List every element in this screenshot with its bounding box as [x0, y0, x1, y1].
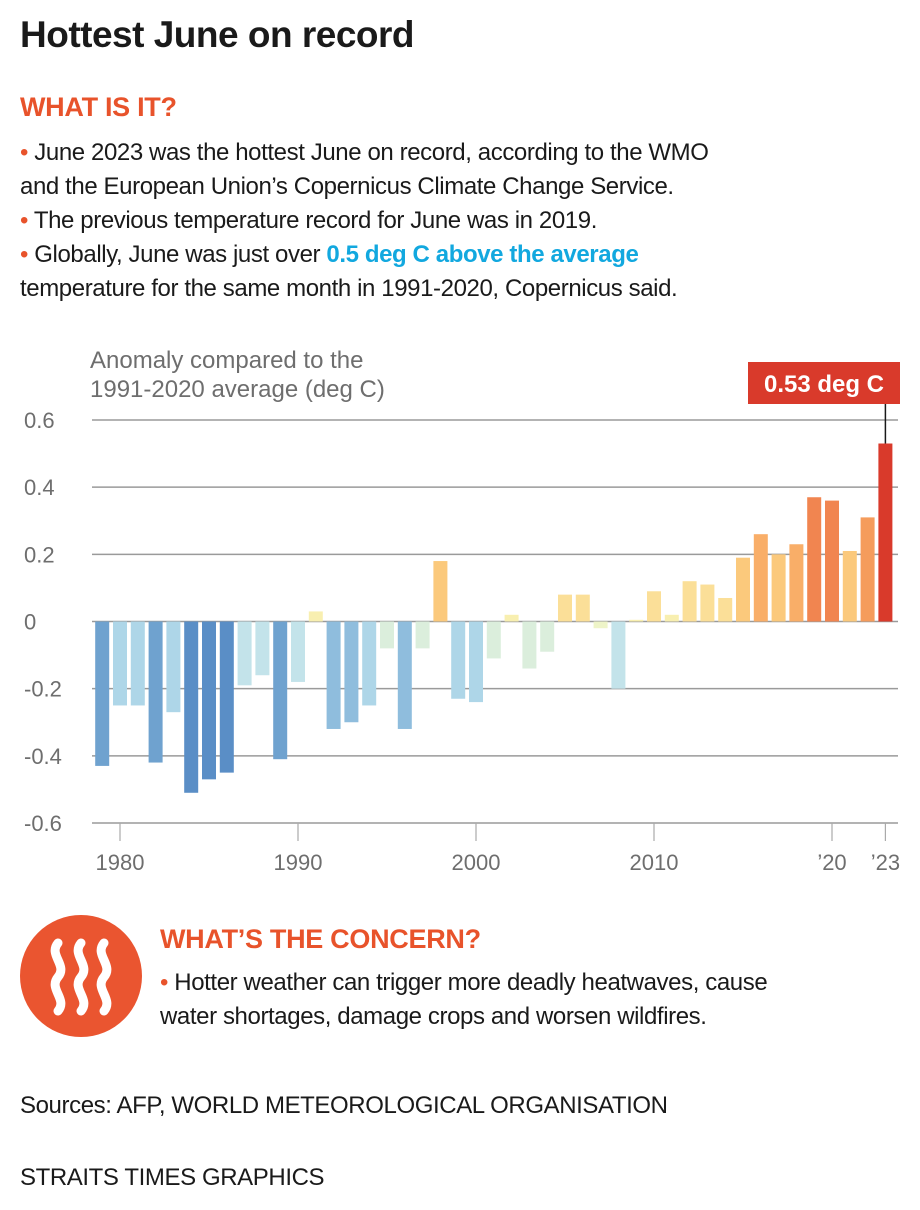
bar-1991 — [308, 611, 323, 622]
bar-2018 — [789, 544, 804, 622]
highlight-text: 0.5 deg C above the average — [326, 241, 639, 268]
bullet-icon: • — [20, 139, 29, 166]
bar-2019 — [807, 497, 822, 622]
bar-1989 — [273, 621, 288, 760]
bar-2012 — [682, 581, 697, 622]
concern-body: • Hotter weather can trigger more deadly… — [160, 966, 900, 1034]
x-axis: 1980 1990 2000 2010 ’20 ’23 — [96, 823, 900, 875]
bar-1990 — [291, 621, 305, 682]
bar-1995 — [380, 621, 394, 649]
y-tick-label: 0.6 — [24, 408, 55, 433]
bar-1980 — [113, 621, 127, 706]
bar-2014 — [718, 597, 733, 622]
bar-2020 — [825, 500, 839, 622]
y-axis-label: Anomaly compared to the 1991-2020 averag… — [90, 347, 385, 403]
y-tick-label: 0.4 — [24, 475, 55, 500]
bar-2017 — [771, 554, 786, 622]
y-axis-label-line-1: Anomaly compared to the — [90, 347, 363, 374]
y-tick-labels: 0.6 0.4 0.2 0 -0.2 -0.4 -0.6 — [24, 408, 62, 836]
y-tick-label: 0 — [24, 610, 36, 635]
annotation-box — [748, 362, 900, 404]
annotation-label: 0.53 deg C — [764, 371, 884, 398]
x-tick-label: ’23 — [871, 850, 900, 875]
bullet-line-3: • Globally, June was just over 0.5 deg C… — [20, 241, 639, 268]
anomaly-bar-chart: Anomaly compared to the 1991-2020 averag… — [24, 347, 900, 875]
bar-2011 — [664, 614, 679, 622]
y-tick-label: -0.2 — [24, 677, 62, 702]
bar-1999 — [451, 621, 466, 699]
what-is-it-body: • June 2023 was the hottest June on reco… — [20, 136, 910, 306]
bullet-icon: • — [20, 207, 29, 234]
bar-1979 — [95, 621, 110, 766]
bar-1985 — [202, 621, 216, 780]
bar-2002 — [504, 614, 519, 622]
bullet-line-1: • June 2023 was the hottest June on reco… — [20, 139, 709, 166]
bullet-icon: • — [160, 969, 169, 996]
x-tick-label: 2000 — [452, 850, 501, 875]
bar-2001 — [486, 621, 501, 659]
bullet-line-3-cont: temperature for the same month in 1991-2… — [20, 275, 678, 302]
bar-1988 — [255, 621, 270, 676]
concern-heading: WHAT’S THE CONCERN? — [160, 924, 481, 954]
bar-2021 — [842, 550, 857, 622]
sources: Sources: AFP, WORLD METEOROLOGICAL ORGAN… — [20, 1092, 668, 1119]
bar-2016 — [753, 534, 768, 622]
bar-2009 — [629, 619, 644, 622]
bullet-line-1-cont: and the European Union’s Copernicus Clim… — [20, 173, 674, 200]
bar-1992 — [326, 621, 341, 729]
bars — [95, 443, 893, 793]
bar-1993 — [344, 621, 359, 723]
concern-line-2: water shortages, damage crops and worsen… — [160, 1003, 707, 1030]
bar-2006 — [575, 594, 590, 622]
bar-1996 — [397, 621, 412, 729]
bar-2015 — [736, 557, 750, 622]
y-axis-label-line-2: 1991-2020 average (deg C) — [90, 376, 385, 403]
x-tick-label: 2010 — [630, 850, 679, 875]
y-tick-label: -0.6 — [24, 811, 62, 836]
record-annotation: 0.53 deg C — [748, 362, 900, 444]
bar-1981 — [130, 621, 145, 706]
bar-1982 — [148, 621, 163, 763]
bar-1983 — [166, 621, 181, 713]
bar-2005 — [558, 594, 572, 622]
bar-2007 — [593, 621, 608, 629]
x-tick-label: 1980 — [96, 850, 145, 875]
bar-2023 — [878, 443, 893, 622]
bar-1984 — [184, 621, 199, 793]
bullet-icon: • — [20, 241, 29, 268]
bar-1987 — [237, 621, 252, 686]
bar-1997 — [415, 621, 430, 649]
bullet-line-2: • The previous temperature record for Ju… — [20, 207, 597, 234]
page-title: Hottest June on record — [20, 14, 415, 55]
concern-line-1: • Hotter weather can trigger more deadly… — [160, 969, 768, 996]
bar-1994 — [362, 621, 377, 706]
bar-1998 — [433, 561, 448, 622]
x-tick-label: 1990 — [274, 850, 323, 875]
heat-waves-icon — [20, 915, 142, 1037]
what-is-it-heading: WHAT IS IT? — [20, 92, 177, 122]
y-tick-label: -0.4 — [24, 744, 62, 769]
bar-2008 — [611, 621, 626, 689]
bar-1986 — [219, 621, 234, 773]
bar-2010 — [647, 591, 661, 622]
bar-2022 — [860, 517, 875, 622]
y-tick-label: 0.2 — [24, 542, 55, 567]
bar-2000 — [469, 621, 483, 703]
credit: STRAITS TIMES GRAPHICS — [20, 1164, 325, 1191]
bar-2013 — [700, 584, 715, 622]
bar-2004 — [540, 621, 555, 652]
bar-2003 — [522, 621, 537, 669]
x-tick-label: ’20 — [817, 850, 846, 875]
